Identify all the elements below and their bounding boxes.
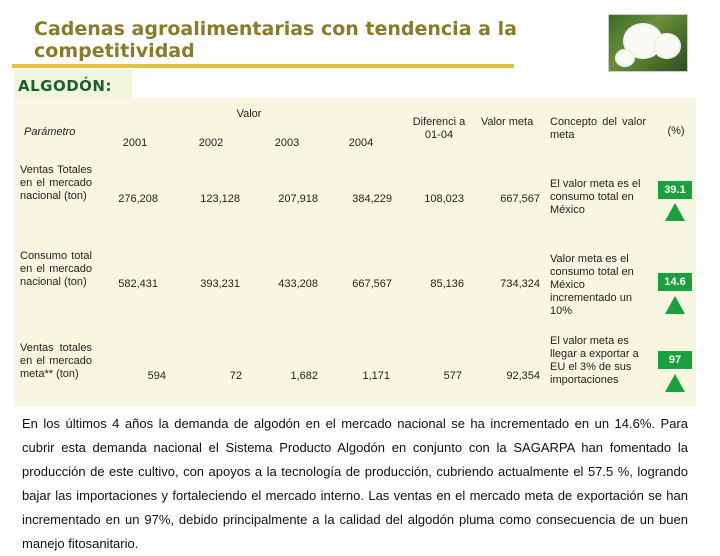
row2-diferencia: 85,136 <box>430 278 464 290</box>
row3-pct-badge: 97 <box>658 351 692 369</box>
section-label: ALGODÓN: <box>18 77 112 95</box>
row3-concepto: El valor meta es llegar a exportar a EU … <box>550 335 639 386</box>
row3-2004: 1,171 <box>362 370 390 382</box>
cotton-photo <box>608 14 688 72</box>
up-triangle-icon <box>665 203 685 221</box>
up-triangle-icon <box>665 296 685 314</box>
row2-concepto: Valor meta es el consumo total en México… <box>550 253 634 317</box>
row2-pct-badge: 14.6 <box>658 273 692 291</box>
row2-parametro: Consumo total en el mercado nacional (to… <box>20 250 92 288</box>
section-label-box: ALGODÓN: <box>14 70 132 100</box>
row2-2004: 667,567 <box>352 278 392 290</box>
row2-2001: 582,431 <box>118 278 158 290</box>
row1-2002: 123,128 <box>200 193 240 205</box>
header-valor: Valor <box>236 108 262 120</box>
row1-pct-badge: 39.1 <box>658 181 692 199</box>
title-underline <box>12 64 514 68</box>
row1-2004: 384,229 <box>352 193 392 205</box>
header-2001: 2001 <box>122 137 148 149</box>
row1-2001: 276,208 <box>118 193 158 205</box>
row1-2003: 207,918 <box>278 193 318 205</box>
header-2002: 2002 <box>198 137 224 149</box>
header-2003: 2003 <box>274 137 300 149</box>
row3-2001: 594 <box>147 370 166 382</box>
row3-valor-meta: 92,354 <box>506 370 540 382</box>
header-parametro: Parámetro <box>24 126 76 138</box>
row2-valor-meta: 734,324 <box>500 278 540 290</box>
header-pct: (%) <box>667 125 685 137</box>
data-table: Valor Parámetro 2001 2002 2003 2004 Dife… <box>14 98 696 406</box>
row1-parametro: Ventas Totales en el mercado nacional (t… <box>20 164 92 202</box>
row2-2003: 433,208 <box>278 278 318 290</box>
header-concepto: Concepto del valor meta <box>550 116 646 141</box>
header-valor-meta: Valor meta <box>480 116 534 128</box>
cotton-boll-image <box>615 49 635 67</box>
header-2004: 2004 <box>348 137 374 149</box>
row3-parametro: Ventas totales en el mercado meta** (ton… <box>20 342 92 380</box>
row2-2002: 393,231 <box>200 278 240 290</box>
up-triangle-icon <box>665 374 685 392</box>
summary-paragraph: En los últimos 4 años la demanda de algo… <box>22 416 688 551</box>
slide-title: Cadenas agroalimentarias con tendencia a… <box>34 18 517 62</box>
row1-diferencia: 108,023 <box>424 193 464 205</box>
row3-diferencia: 577 <box>443 370 462 382</box>
row1-concepto: El valor meta es el consumo total en Méx… <box>550 178 641 216</box>
header-diferencia: Diferenci a 01-04 <box>412 116 466 141</box>
row3-2003: 1,682 <box>290 370 318 382</box>
cotton-boll-image <box>653 33 681 59</box>
row1-valor-meta: 667,567 <box>500 193 540 205</box>
row3-2002: 72 <box>229 370 242 382</box>
